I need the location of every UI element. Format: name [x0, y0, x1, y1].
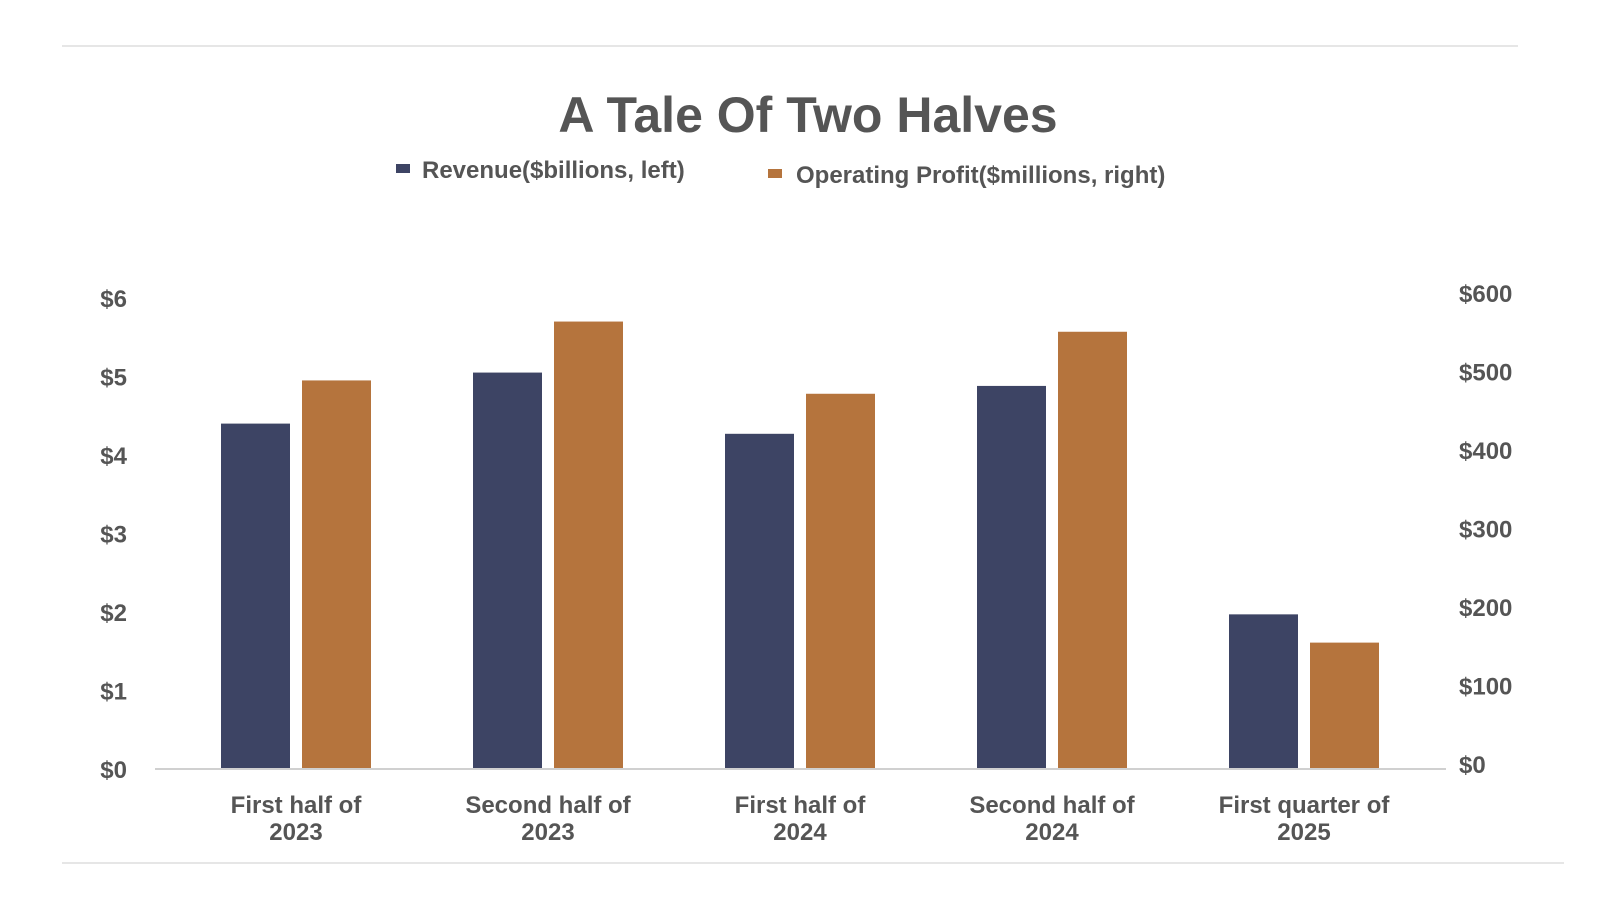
bar-revenue — [1229, 614, 1298, 769]
legend-swatch-revenue — [396, 164, 410, 173]
left-axis-tick-label: $6 — [100, 286, 127, 313]
left-axis-tick-label: $1 — [100, 679, 127, 706]
right-axis-tick-label: $100 — [1459, 674, 1512, 701]
right-axis-tick-label: $0 — [1459, 752, 1486, 779]
right-axis-tick-label: $500 — [1459, 360, 1512, 387]
left-axis: $0 $1 $2 $3 $4 $5 $6 — [100, 286, 127, 784]
legend-label-revenue: Revenue($billions, left) — [422, 157, 685, 184]
bars — [221, 321, 1379, 769]
chart-title: A Tale Of Two Halves — [558, 87, 1057, 143]
right-axis-tick-label: $600 — [1459, 281, 1512, 308]
right-axis: $0 $100 $200 $300 $400 $500 $600 — [1459, 281, 1512, 779]
left-axis-tick-label: $3 — [100, 522, 127, 549]
right-axis-tick-label: $400 — [1459, 438, 1512, 465]
bar-operating-profit — [554, 321, 623, 769]
x-axis-category-label: 2025 — [1277, 819, 1330, 846]
x-axis-category-label: Second half of — [465, 792, 631, 819]
x-axis-category-label: First half of — [735, 792, 867, 819]
x-axis-category-label: 2024 — [773, 819, 827, 846]
bar-operating-profit — [302, 380, 371, 769]
right-axis-tick-label: $200 — [1459, 595, 1512, 622]
bar-operating-profit — [1310, 642, 1379, 769]
bar-operating-profit — [806, 393, 875, 769]
legend-label-operating-profit: Operating Profit($millions, right) — [796, 162, 1165, 189]
x-axis-category-label: 2023 — [269, 819, 322, 846]
left-axis-tick-label: $0 — [100, 757, 127, 784]
left-axis-tick-label: $5 — [100, 365, 127, 392]
right-axis-tick-label: $300 — [1459, 517, 1512, 544]
bar-revenue — [221, 423, 290, 769]
x-axis-category-label: Second half of — [969, 792, 1135, 819]
legend-swatch-operating-profit — [768, 169, 782, 178]
bar-revenue — [725, 433, 794, 769]
left-axis-tick-label: $4 — [100, 443, 127, 470]
x-axis-category-label: First half of — [231, 792, 363, 819]
legend: Revenue($billions, left) Operating Profi… — [396, 157, 1165, 189]
x-axis-category-label: 2023 — [521, 819, 574, 846]
left-axis-tick-label: $2 — [100, 600, 127, 627]
x-axis-category-label: 2024 — [1025, 819, 1079, 846]
bar-operating-profit — [1058, 331, 1127, 769]
bar-revenue — [473, 372, 542, 769]
x-axis-category-label: First quarter of — [1219, 792, 1391, 819]
bar-revenue — [977, 385, 1046, 769]
